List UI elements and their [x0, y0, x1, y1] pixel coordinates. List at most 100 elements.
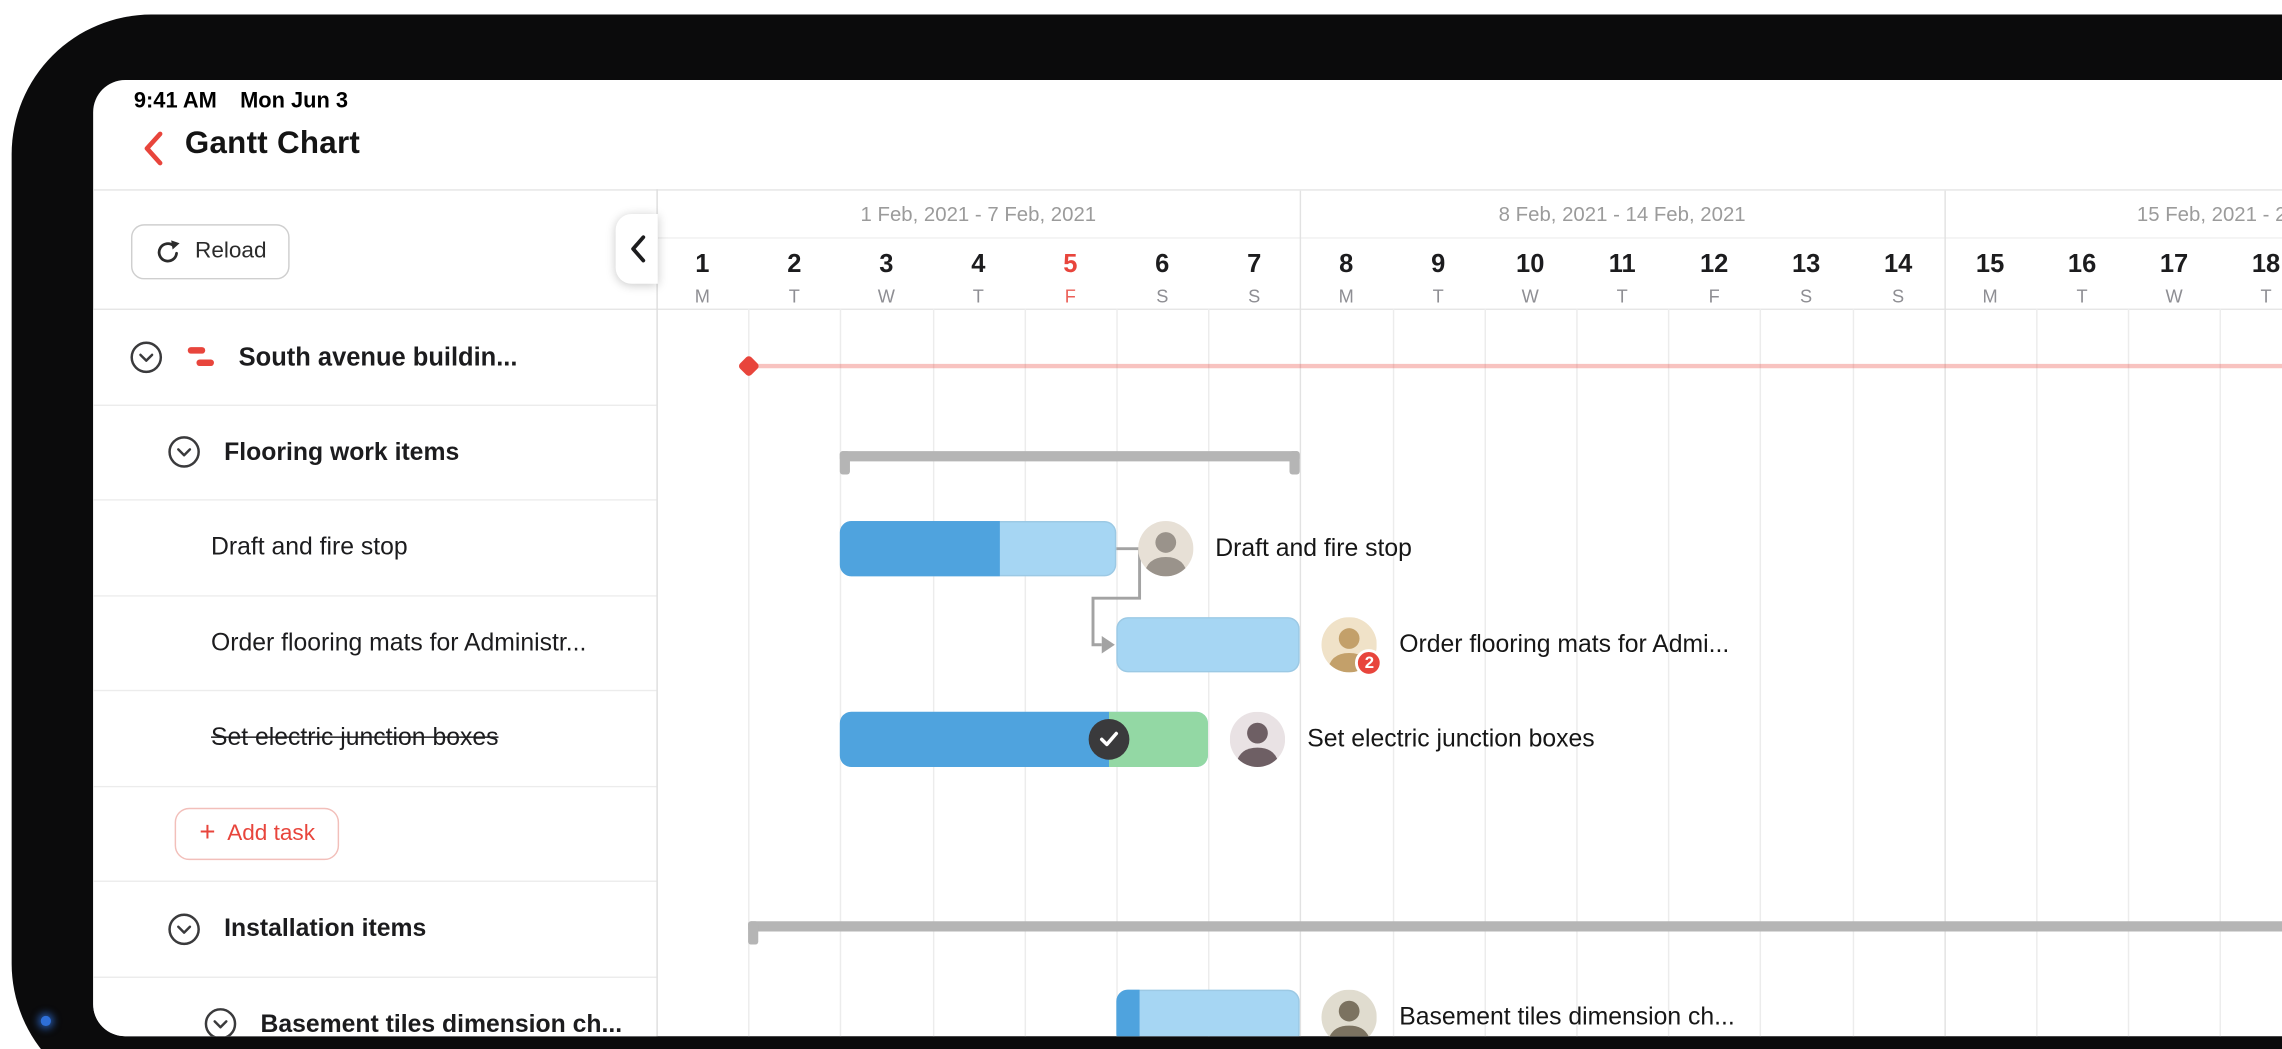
- day-letter: F: [1064, 286, 1076, 308]
- panel-divider: [656, 189, 658, 1037]
- task-list-row-add-task: + Add task: [93, 786, 657, 882]
- task-label: Set electric junction boxes: [211, 723, 499, 752]
- assignee-avatar: [1138, 521, 1194, 577]
- status-time: 9:41 AM: [133, 88, 217, 114]
- reload-button[interactable]: Reload: [130, 224, 290, 280]
- day-header-cell: 15 M: [1944, 239, 2036, 309]
- day-letter: T: [1616, 286, 1628, 308]
- week-header-cell: 8 Feb, 2021 - 14 Feb, 2021: [1498, 202, 1746, 226]
- tablet-device-frame: 9:41 AM Mon Jun 3 Gantt Chart Reload: [11, 14, 2282, 1049]
- task-bar-draft[interactable]: [840, 521, 1117, 577]
- gantt-chart-area: Draft and fire stop 2 Order flooring mats …: [93, 80, 2282, 1037]
- task-list-row-set-electric-junction-boxes[interactable]: Set electric junction boxes: [93, 691, 657, 787]
- day-letter: W: [877, 286, 895, 308]
- grid-line: [2036, 308, 2038, 1037]
- grid-line: [1944, 190, 1946, 1037]
- task-label: South avenue buildin...: [238, 341, 518, 371]
- grid-line: [1760, 308, 1762, 1037]
- checkmark-icon: [1099, 731, 1118, 747]
- summary-bar-installation[interactable]: [748, 921, 2282, 945]
- day-letter: S: [1156, 286, 1169, 308]
- grid-line: [1484, 308, 1486, 1037]
- expand-collapse-icon[interactable]: [167, 436, 200, 469]
- day-number: 17: [2159, 248, 2189, 278]
- page-title: Gantt Chart: [184, 125, 361, 161]
- grid-line: [1208, 308, 1210, 1037]
- day-letter: M: [1338, 286, 1354, 308]
- day-number: 16: [2067, 248, 2097, 278]
- task-bar-label: Basement tiles dimension ch...: [1399, 1002, 1735, 1031]
- summary-bar-flooring[interactable]: [840, 451, 1301, 475]
- add-task-label: Add task: [227, 820, 315, 846]
- day-number: 8: [1339, 248, 1354, 278]
- day-header-cell: 11 T: [1576, 239, 1668, 309]
- task-bar-label: Order flooring mats for Admi...: [1399, 630, 1730, 658]
- task-list-row-flooring-work-items[interactable]: Flooring work items: [93, 405, 657, 501]
- assignee-avatar: [1230, 711, 1286, 767]
- day-letter: T: [1432, 286, 1444, 308]
- avatar-photo: [1138, 521, 1194, 577]
- day-number: 3: [879, 248, 894, 278]
- task-list: South avenue buildin... Flooring work ite…: [93, 80, 658, 1037]
- project-duration-line: [748, 363, 2282, 369]
- day-header-cell: 16 T: [2036, 239, 2128, 309]
- grid-line: [1300, 190, 1302, 1037]
- grid-line: [2220, 308, 2222, 1037]
- day-number: 7: [1247, 248, 1262, 278]
- task-label: Order flooring mats for Administr...: [211, 628, 587, 657]
- panel-collapse-button[interactable]: [615, 213, 658, 284]
- day-letter: T: [972, 286, 984, 308]
- project-start-marker: [737, 354, 761, 378]
- day-number: 6: [1155, 248, 1170, 278]
- task-progress: [840, 521, 1001, 577]
- day-number: 9: [1431, 248, 1446, 278]
- grid-line: [1576, 308, 1578, 1037]
- status-bar: 9:41 AM Mon Jun 3: [134, 89, 348, 114]
- project-icon: [186, 342, 215, 371]
- task-bar-electric[interactable]: [840, 711, 1209, 767]
- back-button[interactable]: [130, 127, 179, 174]
- task-bar-basement[interactable]: [1116, 989, 1301, 1037]
- day-number: 4: [971, 248, 986, 278]
- plus-icon: +: [199, 817, 216, 849]
- week-header-cell: 1 Feb, 2021 - 7 Feb, 2021: [860, 202, 1097, 226]
- expand-collapse-icon[interactable]: [204, 1008, 237, 1037]
- day-letter: W: [1521, 286, 1539, 308]
- add-task-button[interactable]: + Add task: [174, 807, 340, 860]
- refresh-icon: [157, 239, 180, 262]
- day-number: 5: [1063, 248, 1078, 278]
- grid-line: [1024, 308, 1026, 1037]
- task-list-row-order-flooring-mats[interactable]: Order flooring mats for Administr...: [93, 595, 657, 692]
- day-letter: M: [1982, 286, 1998, 308]
- task-bar-label: Set electric junction boxes: [1307, 724, 1595, 753]
- grid-line: [1392, 308, 1394, 1037]
- grid-line: [2128, 308, 2130, 1037]
- task-label: Flooring work items: [224, 437, 460, 466]
- task-complete-check[interactable]: [1088, 718, 1130, 760]
- day-letter: M: [694, 286, 710, 308]
- task-list-row-south-avenue-building[interactable]: South avenue buildin...: [93, 310, 657, 406]
- expand-collapse-icon[interactable]: [167, 912, 200, 945]
- task-bar-order[interactable]: [1116, 617, 1301, 673]
- expand-collapse-icon[interactable]: [130, 340, 163, 373]
- task-list-row-draft-and-fire-stop[interactable]: Draft and fire stop: [93, 500, 657, 596]
- task-list-row-basement-tiles[interactable]: Basement tiles dimension ch...: [93, 977, 657, 1037]
- day-header-cell: 12 F: [1668, 239, 1760, 309]
- day-number: 12: [1699, 248, 1729, 278]
- status-date: Mon Jun 3: [240, 88, 349, 114]
- day-number: 18: [2251, 248, 2281, 278]
- grid-line: [1116, 308, 1118, 1037]
- assignee-count-badge: 2: [1355, 649, 1384, 677]
- chevron-left-icon: [144, 130, 163, 165]
- grid-line: [840, 308, 842, 1037]
- grid-line: [1668, 308, 1670, 1037]
- task-list-row-installation-items[interactable]: Installation items: [93, 881, 657, 978]
- scale-bottom-divider: [93, 308, 2282, 311]
- day-header-cell: 10 W: [1484, 239, 1576, 309]
- day-letter: F: [1708, 286, 1720, 308]
